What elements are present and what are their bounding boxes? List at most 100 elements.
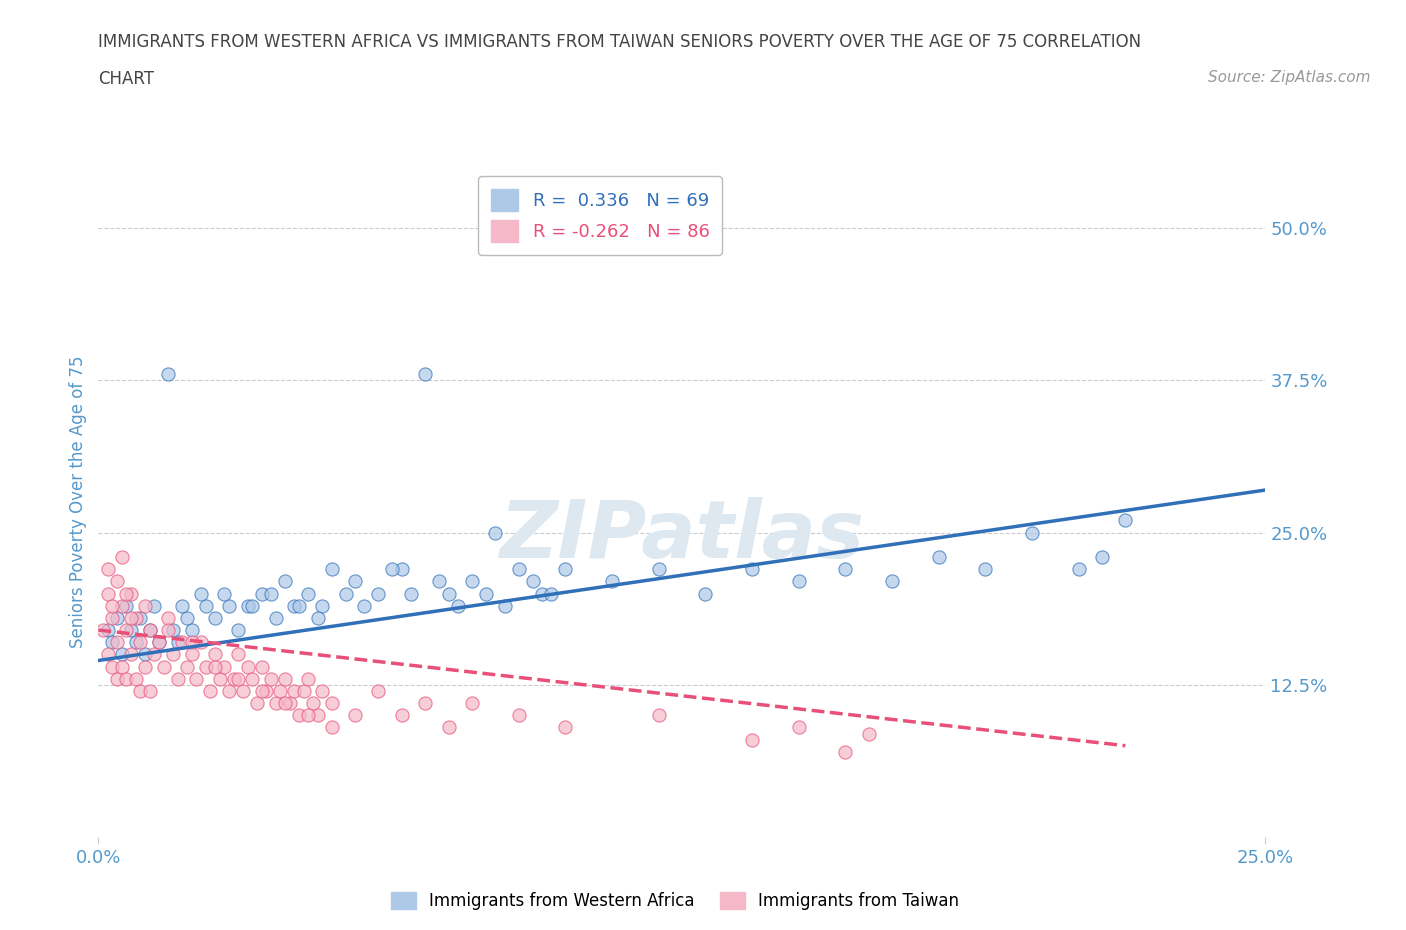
Point	[522, 574, 544, 589]
Point	[250, 659, 273, 674]
Point	[695, 586, 717, 601]
Point	[288, 598, 311, 613]
Point	[274, 671, 297, 686]
Point	[335, 586, 357, 601]
Point	[302, 696, 325, 711]
Point	[741, 562, 763, 577]
Point	[228, 671, 250, 686]
Point	[218, 684, 240, 698]
Y-axis label: Seniors Poverty Over the Age of 75: Seniors Poverty Over the Age of 75	[69, 356, 87, 648]
Point	[741, 732, 763, 747]
Point	[97, 647, 120, 662]
Point	[787, 720, 810, 735]
Point	[228, 647, 250, 662]
Point	[508, 708, 530, 723]
Point	[278, 696, 301, 711]
Point	[554, 720, 576, 735]
Point	[111, 550, 134, 565]
Point	[194, 659, 217, 674]
Text: IMMIGRANTS FROM WESTERN AFRICA VS IMMIGRANTS FROM TAIWAN SENIORS POVERTY OVER TH: IMMIGRANTS FROM WESTERN AFRICA VS IMMIGR…	[98, 33, 1142, 50]
Point	[974, 562, 997, 577]
Point	[344, 708, 367, 723]
Point	[283, 598, 305, 613]
Point	[101, 635, 124, 650]
Point	[274, 696, 297, 711]
Point	[172, 598, 194, 613]
Point	[148, 635, 170, 650]
Point	[554, 562, 576, 577]
Point	[260, 671, 283, 686]
Point	[111, 659, 134, 674]
Point	[162, 622, 184, 637]
Point	[134, 647, 156, 662]
Point	[311, 598, 333, 613]
Point	[391, 562, 413, 577]
Point	[105, 610, 128, 625]
Point	[283, 684, 305, 698]
Point	[214, 586, 236, 601]
Point	[540, 586, 562, 601]
Point	[494, 598, 516, 613]
Point	[204, 659, 226, 674]
Point	[218, 598, 240, 613]
Point	[321, 720, 343, 735]
Point	[834, 744, 856, 759]
Point	[208, 671, 231, 686]
Point	[97, 562, 120, 577]
Point	[129, 635, 152, 650]
Point	[228, 622, 250, 637]
Point	[120, 647, 142, 662]
Text: ZIPatlas: ZIPatlas	[499, 497, 865, 575]
Point	[344, 574, 367, 589]
Point	[120, 622, 142, 637]
Legend: Immigrants from Western Africa, Immigrants from Taiwan: Immigrants from Western Africa, Immigran…	[384, 885, 966, 917]
Point	[115, 586, 138, 601]
Point	[111, 598, 134, 613]
Point	[311, 684, 333, 698]
Point	[242, 671, 264, 686]
Point	[101, 659, 124, 674]
Point	[475, 586, 498, 601]
Point	[399, 586, 422, 601]
Point	[176, 610, 198, 625]
Point	[297, 586, 319, 601]
Point	[143, 598, 166, 613]
Point	[194, 598, 217, 613]
Point	[152, 659, 174, 674]
Point	[157, 367, 180, 382]
Point	[190, 635, 212, 650]
Point	[125, 671, 148, 686]
Point	[447, 598, 470, 613]
Point	[292, 684, 315, 698]
Point	[880, 574, 903, 589]
Point	[180, 622, 202, 637]
Point	[834, 562, 856, 577]
Point	[148, 635, 170, 650]
Point	[353, 598, 375, 613]
Point	[214, 659, 236, 674]
Point	[120, 586, 142, 601]
Point	[437, 586, 460, 601]
Point	[647, 562, 669, 577]
Point	[413, 367, 436, 382]
Point	[381, 562, 404, 577]
Point	[461, 696, 484, 711]
Point	[139, 622, 162, 637]
Point	[232, 684, 254, 698]
Point	[180, 647, 202, 662]
Point	[222, 671, 245, 686]
Point	[260, 586, 283, 601]
Point	[307, 610, 329, 625]
Point	[461, 574, 484, 589]
Point	[647, 708, 669, 723]
Point	[1067, 562, 1090, 577]
Point	[91, 622, 114, 637]
Point	[129, 610, 152, 625]
Point	[437, 720, 460, 735]
Point	[246, 696, 269, 711]
Legend: R =  0.336   N = 69, R = -0.262   N = 86: R = 0.336 N = 69, R = -0.262 N = 86	[478, 177, 723, 255]
Point	[1114, 513, 1136, 528]
Point	[139, 684, 162, 698]
Point	[101, 598, 124, 613]
Point	[288, 708, 311, 723]
